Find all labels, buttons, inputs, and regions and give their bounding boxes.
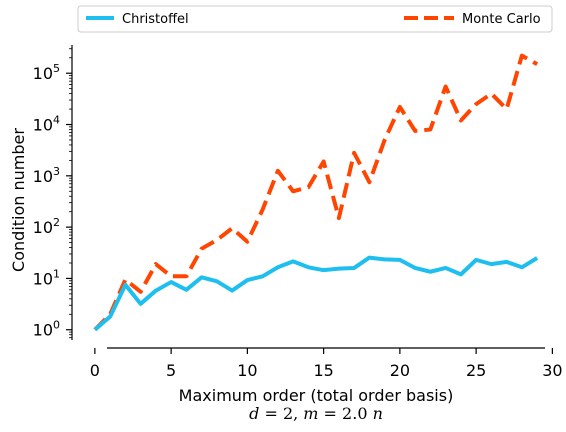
x-tick-label: 0 (90, 361, 100, 380)
series-line-monte-carlo (93, 53, 539, 332)
y-axis-label: Condition number (9, 128, 28, 272)
series-line-christoffel (93, 255, 539, 332)
x-tick-label: 10 (237, 361, 257, 380)
y-tick-label: 100 (33, 319, 60, 340)
sublabel-eq-2: = 2.0 (318, 404, 372, 423)
x-axis-sublabel: d = 2, m = 2.0 n (249, 404, 383, 423)
sublabel-var-m: m (303, 404, 318, 423)
x-tick-label: 25 (466, 361, 486, 380)
legend-frame (77, 5, 553, 33)
y-tick-label: 105 (33, 62, 60, 83)
sublabel-var-n: n (373, 404, 383, 423)
x-tick-label: 5 (166, 361, 176, 380)
legend: Christoffel Monte Carlo (77, 5, 553, 33)
legend-label-christoffel: Christoffel (122, 12, 189, 27)
y-ticks: 100 101 102 103 104 105 (33, 48, 72, 340)
y-tick-label: 104 (33, 114, 60, 135)
y-tick-label: 101 (33, 267, 60, 288)
x-tick-label: 30 (542, 361, 562, 380)
sublabel-var-d: d (249, 404, 259, 423)
legend-label-monte-carlo: Monte Carlo (462, 12, 541, 27)
sublabel-eq-1: = 2, (259, 404, 303, 423)
x-axis-label: Maximum order (total order basis) (179, 386, 454, 405)
x-tick-label: 20 (390, 361, 410, 380)
series-layer (93, 53, 539, 332)
y-tick-label: 103 (33, 165, 60, 186)
x-tick-label: 15 (313, 361, 333, 380)
x-ticks: 0 5 10 15 20 25 30 (90, 348, 563, 380)
y-tick-label: 102 (33, 216, 60, 237)
